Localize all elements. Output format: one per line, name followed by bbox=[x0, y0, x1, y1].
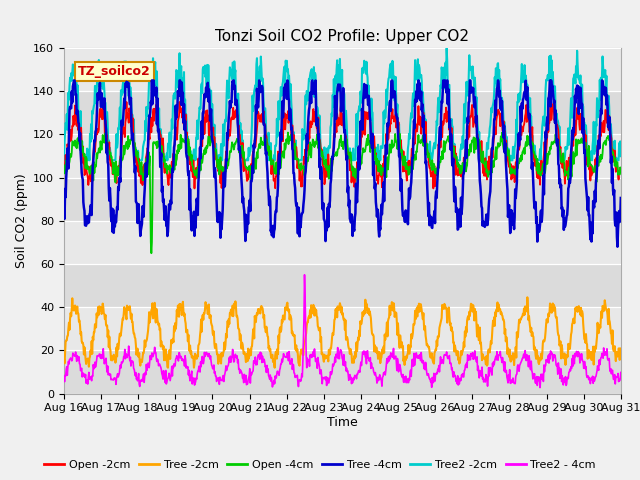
Bar bbox=[64, 264, 621, 307]
Y-axis label: Soil CO2 (ppm): Soil CO2 (ppm) bbox=[15, 173, 28, 268]
Bar bbox=[64, 350, 621, 394]
Bar bbox=[64, 91, 621, 134]
Legend: Open -2cm, Tree -2cm, Open -4cm, Tree -4cm, Tree2 -2cm, Tree2 - 4cm: Open -2cm, Tree -2cm, Open -4cm, Tree -4… bbox=[40, 456, 600, 474]
Title: Tonzi Soil CO2 Profile: Upper CO2: Tonzi Soil CO2 Profile: Upper CO2 bbox=[216, 29, 469, 44]
X-axis label: Time: Time bbox=[327, 416, 358, 429]
Text: TZ_soilco2: TZ_soilco2 bbox=[78, 65, 150, 78]
Bar bbox=[64, 178, 621, 221]
